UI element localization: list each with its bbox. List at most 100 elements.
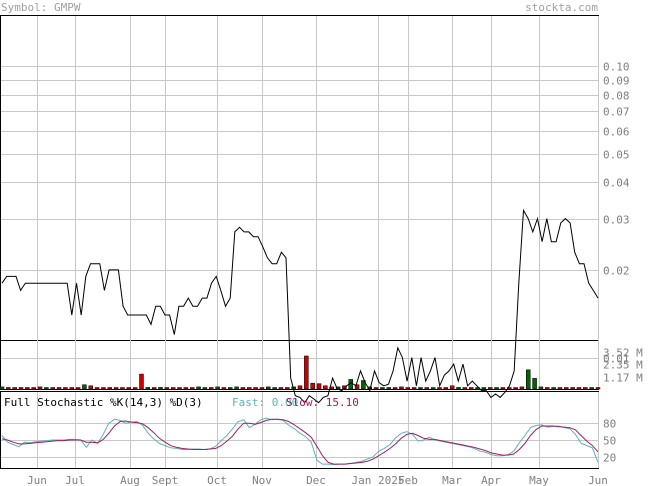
volume-bar: [545, 387, 550, 390]
volume-bar: [519, 386, 525, 390]
stochastic-fast-line: [1, 417, 599, 466]
volume-bar: [202, 387, 208, 390]
stochastic-tick-label: 20: [603, 452, 616, 465]
grid-layer: [1, 16, 599, 468]
volume-bar: [392, 387, 398, 390]
volume-bar: [101, 387, 106, 390]
price-tick-label: 0.06: [603, 126, 630, 139]
volume-bar: [399, 386, 404, 390]
volume-bar: [468, 387, 474, 390]
volume-bar: [361, 380, 366, 390]
volume-bar: [532, 378, 537, 390]
volume-bar: [164, 387, 170, 390]
volume-bar: [513, 387, 518, 390]
volume-bar: [0, 386, 5, 390]
volume-bar: [595, 387, 601, 390]
volume-bar: [373, 387, 379, 390]
volume-bar: [310, 382, 315, 390]
volume-bar: [278, 387, 284, 390]
volume-bar: [56, 387, 62, 390]
volume-bar: [208, 387, 214, 390]
price-tick-label: 0.08: [603, 90, 630, 103]
volume-bar: [570, 387, 575, 390]
volume-bar: [25, 387, 30, 390]
price-tick-label: 0.09: [603, 75, 630, 88]
volume-bar: [107, 387, 113, 390]
volume-bar: [583, 387, 588, 390]
volume-bar: [354, 384, 360, 390]
volume-bar: [113, 387, 119, 390]
volume-bar: [221, 387, 227, 390]
x-tick-label: May: [529, 474, 549, 486]
volume-bar: [297, 385, 303, 390]
volume-bar: [266, 386, 271, 390]
x-tick-label: Aug: [120, 474, 140, 486]
volume-bar: [430, 387, 436, 390]
stochastic-lines: [1, 417, 599, 466]
stochastic-slow-label: Slow: 15.10: [286, 396, 359, 409]
volume-tick-label: 3.52 M: [603, 347, 643, 360]
volume-bar: [31, 387, 36, 390]
volume-bar: [215, 386, 220, 390]
volume-bar: [132, 387, 138, 390]
volume-bar: [151, 387, 157, 390]
volume-bar: [63, 387, 68, 390]
x-tick-label: Nov: [252, 474, 272, 486]
volume-bar: [538, 386, 544, 390]
volume-bar: [285, 387, 290, 390]
volume-bar: [88, 385, 94, 390]
price-tick-label: 0.03: [603, 214, 630, 227]
volume-bar: [177, 387, 182, 390]
price-line: [1, 208, 599, 404]
x-tick-label: Sept: [152, 474, 179, 486]
volume-bar: [272, 387, 277, 390]
volume-bar: [424, 387, 430, 390]
price-tick-label: 0.04: [603, 177, 630, 190]
volume-bar: [551, 387, 556, 390]
price-tick-label: 0.05: [603, 149, 630, 162]
volume-bar: [94, 387, 100, 390]
price-line-layer: [1, 208, 599, 404]
stochastic-tick-label: 50: [603, 435, 616, 448]
volume-bar: [259, 387, 265, 390]
volume-bar: [82, 384, 87, 390]
volume-tick-label: 1.17 M: [603, 372, 643, 385]
volume-bar: [247, 387, 252, 390]
volume-bar: [487, 387, 493, 390]
price-panel: [0, 15, 599, 390]
volume-bar: [304, 355, 309, 390]
site-label[interactable]: stockta.com: [525, 1, 598, 14]
x-tick-label: Feb: [398, 474, 418, 486]
volume-bar: [526, 369, 531, 390]
volume-tick-label: 2.35 M: [603, 359, 643, 372]
price-tick-label: 0.01: [603, 353, 630, 366]
volume-bar: [449, 385, 455, 390]
volume-bar: [189, 387, 195, 390]
volume-bar: [557, 387, 563, 390]
x-tick-label: Jun: [27, 474, 47, 486]
volume-bar: [44, 387, 49, 390]
volume-bar: [437, 387, 442, 390]
volume-bar: [316, 383, 322, 390]
x-tick-label: Apr: [481, 474, 501, 486]
volume-bar: [37, 386, 43, 390]
stochastic-fast-label: Fast: 0.00: [232, 396, 298, 409]
symbol-label: Symbol: GMPW: [1, 1, 81, 14]
volume-bar: [170, 387, 176, 390]
volume-bar: [380, 387, 385, 390]
volume-bar: [386, 387, 392, 390]
x-tick-label: Oct: [207, 474, 227, 486]
x-tick-label: Jun: [588, 474, 608, 486]
volume-bar: [411, 387, 417, 390]
volume-bar: [500, 387, 506, 390]
volume-bar: [69, 387, 74, 390]
price-tick-label: 0.10: [603, 61, 630, 74]
volume-bar: [120, 387, 125, 390]
x-tick-label: Dec: [306, 474, 326, 486]
stochastic-title: Full Stochastic %K(14,3) %D(3): [4, 396, 203, 409]
volume-bar: [196, 386, 201, 390]
volume-bar: [139, 373, 144, 390]
volume-bar: [183, 387, 189, 390]
volume-bar: [481, 387, 487, 390]
